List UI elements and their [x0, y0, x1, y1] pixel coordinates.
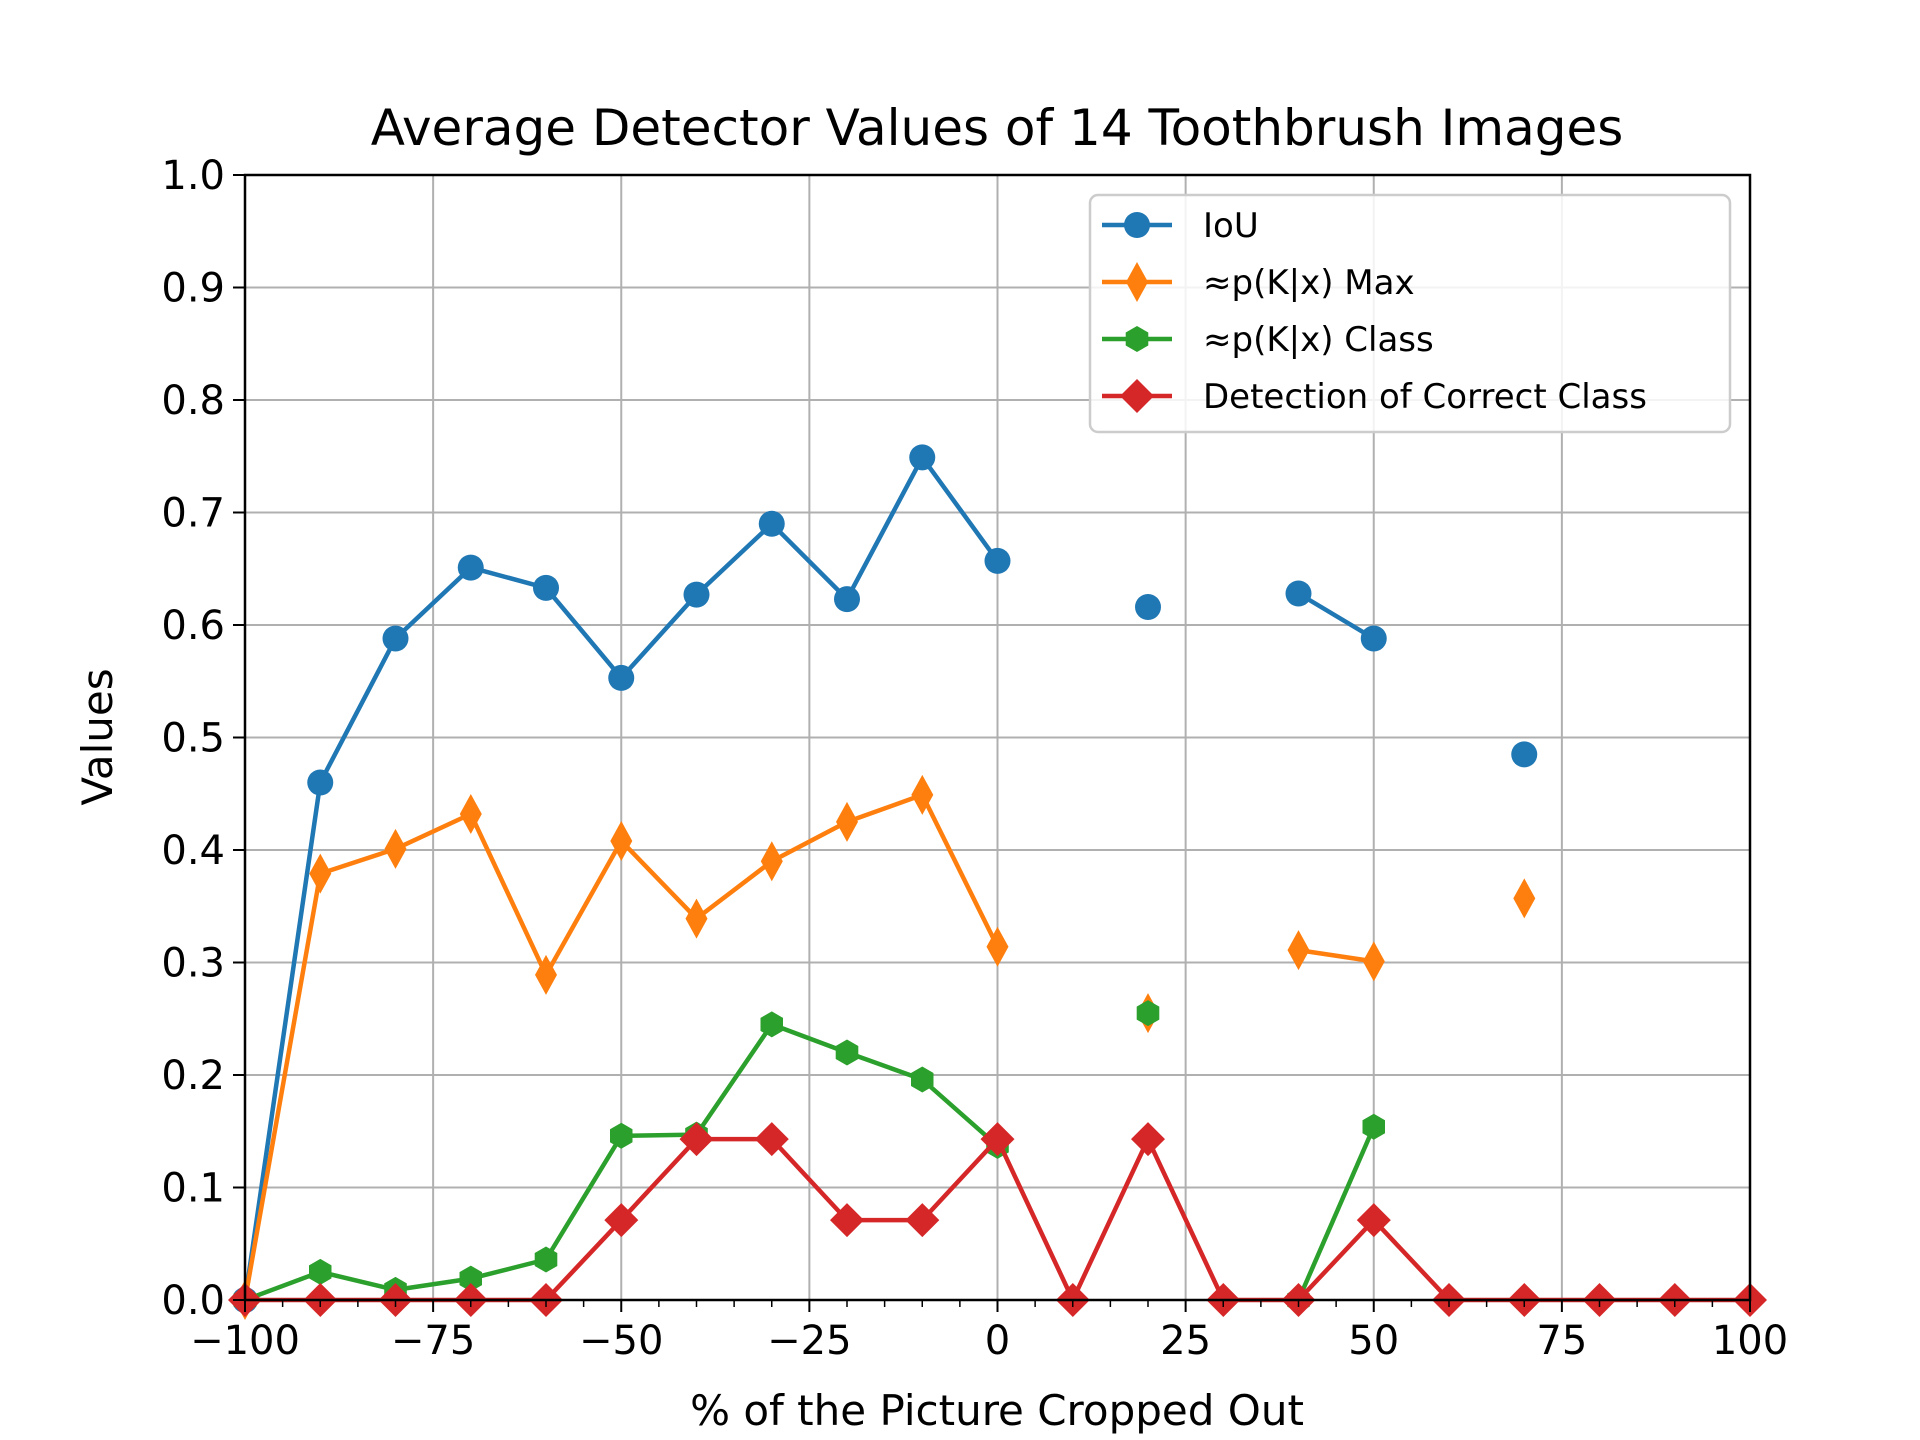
data-point — [760, 1011, 783, 1038]
y-tick-label: 0.8 — [161, 378, 225, 424]
x-tick-label: 75 — [1536, 1318, 1587, 1364]
x-tick-label: 50 — [1348, 1318, 1399, 1364]
x-tick-label: −100 — [190, 1318, 300, 1364]
data-point — [836, 801, 858, 842]
data-point — [610, 1122, 633, 1149]
data-point — [534, 1246, 558, 1273]
legend-marker — [1120, 379, 1154, 413]
y-tick-label: 0.1 — [161, 1166, 225, 1212]
series-thin-diamond — [234, 774, 1536, 1320]
series-line — [1296, 1125, 1376, 1301]
x-tick-label: −75 — [391, 1318, 475, 1364]
series-line — [1298, 947, 1375, 964]
data-point — [533, 574, 559, 601]
data-point — [685, 898, 708, 939]
y-tick-label: 0.6 — [161, 603, 225, 649]
legend-label: ≈p(K|x) Max — [1203, 263, 1415, 303]
y-tick-label: 0.7 — [161, 491, 225, 537]
data-point — [457, 554, 484, 581]
data-point — [1356, 1203, 1391, 1238]
data-point — [1511, 741, 1538, 768]
data-point — [754, 1122, 789, 1157]
data-point — [834, 586, 860, 613]
data-point — [608, 664, 635, 691]
ticks: −100 −75 −50 −25 0 25 50 75 100 0.0 0.1 0.2 0.3 0.4 0.… — [161, 153, 1788, 1364]
data-point — [830, 1203, 864, 1238]
legend-label: Detection of Correct Class — [1203, 377, 1647, 417]
data-point — [1360, 625, 1387, 652]
x-tick-label: −50 — [579, 1318, 663, 1364]
data-point — [758, 510, 785, 537]
data-point — [683, 581, 710, 608]
data-point — [1285, 580, 1312, 607]
y-tick-label: 0.4 — [161, 828, 225, 874]
legend-box — [1088, 193, 1732, 434]
data-point — [309, 853, 332, 894]
data-point — [911, 774, 934, 815]
data-point — [909, 444, 936, 471]
data-point — [459, 794, 482, 834]
y-tick-label: 0.0 — [161, 1278, 225, 1324]
chart-title: Average Detector Values of 14 Toothbrush… — [371, 99, 1624, 157]
data-point — [835, 1039, 859, 1066]
data-point — [535, 954, 557, 995]
y-tick-label: 0.3 — [161, 941, 225, 987]
legend-marker — [1125, 326, 1149, 352]
data-point — [1362, 1113, 1385, 1140]
y-axis-label: Values — [73, 668, 122, 805]
data-point — [980, 1122, 1015, 1157]
data-point — [309, 1258, 332, 1285]
x-tick-label: 25 — [1160, 1318, 1211, 1364]
data-point — [459, 1265, 482, 1292]
legend-marker — [1124, 212, 1150, 238]
data-point — [984, 547, 1011, 574]
data-point — [986, 926, 1009, 967]
legend-label: ≈p(K|x) Class — [1203, 320, 1434, 360]
data-point — [384, 828, 407, 869]
y-tick-label: 0.9 — [161, 266, 225, 312]
data-point — [1513, 878, 1536, 919]
x-tick-label: 0 — [985, 1318, 1010, 1364]
y-tick-label: 1.0 — [161, 153, 225, 199]
data-point — [307, 769, 334, 796]
data-point — [1135, 594, 1161, 620]
x-axis-label: % of the Picture Cropped Out — [690, 1386, 1304, 1435]
y-tick-label: 0.5 — [161, 716, 225, 762]
data-point — [1287, 930, 1310, 971]
data-point — [610, 821, 633, 861]
series-circle — [232, 444, 1538, 1313]
data-point — [604, 1203, 639, 1238]
data-point — [911, 1066, 934, 1093]
series-line — [1297, 591, 1375, 641]
legend: IoU ≈p(K|x) Max ≈p(K|x) Class Detection of … — [1088, 193, 1732, 434]
data-point — [905, 1203, 940, 1238]
legend-label: IoU — [1203, 206, 1259, 246]
legend-items: IoU ≈p(K|x) Max ≈p(K|x) Class Detection of … — [1102, 206, 1647, 417]
x-tick-label: −25 — [767, 1318, 851, 1364]
data-point — [679, 1122, 714, 1157]
y-tick-label: 0.2 — [161, 1053, 225, 1099]
data-point — [1131, 1122, 1165, 1157]
data-point — [382, 625, 409, 652]
data-point — [1362, 941, 1385, 982]
x-tick-label: 100 — [1712, 1318, 1788, 1364]
data-point — [760, 841, 783, 882]
legend-marker — [1126, 262, 1148, 302]
data-point — [1136, 1000, 1160, 1027]
